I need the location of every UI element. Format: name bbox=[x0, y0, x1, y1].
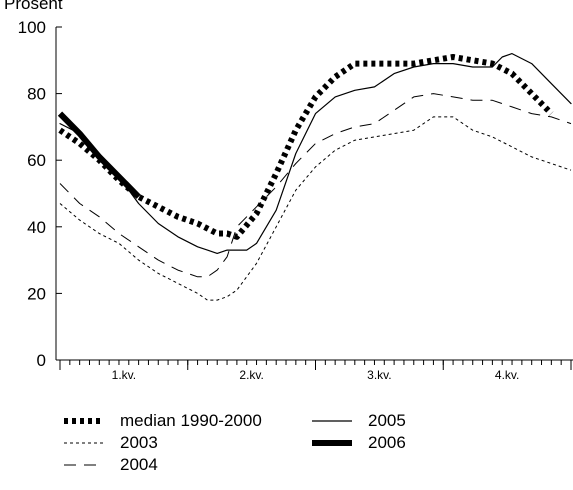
x-tick-label: 2.kv. bbox=[239, 368, 263, 382]
y-tick-label: 60 bbox=[27, 151, 46, 170]
series-line-0 bbox=[58, 54, 554, 240]
legend-item: 2004 bbox=[64, 454, 158, 476]
y-tick-label: 20 bbox=[27, 284, 46, 303]
legend-label: 2006 bbox=[368, 433, 406, 452]
y-tick-label: 0 bbox=[37, 351, 46, 370]
y-axis-label: Prosent bbox=[4, 0, 63, 13]
legend-item: median 1990-2000 bbox=[64, 410, 262, 432]
legend-item: 2006 bbox=[312, 432, 406, 454]
legend-swatch bbox=[312, 440, 352, 446]
y-tick-label: 40 bbox=[27, 218, 46, 237]
legend-swatch bbox=[312, 420, 352, 422]
y-tick-label: 100 bbox=[18, 18, 46, 37]
axes: 0 20 40 60 80 100 1.kv. 2.kv. 3.kv. 4.kv. bbox=[18, 18, 573, 382]
legend-label: 2005 bbox=[368, 411, 406, 430]
legend-item: 2005 bbox=[312, 410, 406, 432]
legend: median 1990-2000 2003 2004 2005 2006 bbox=[64, 410, 564, 490]
legend-label: 2003 bbox=[120, 433, 158, 452]
x-tick-label: 4.kv. bbox=[495, 368, 519, 382]
y-tick-label: 80 bbox=[27, 85, 46, 104]
legend-item: 2003 bbox=[64, 432, 158, 454]
legend-swatch bbox=[64, 464, 104, 466]
series-line-2 bbox=[59, 93, 572, 278]
series-line-3 bbox=[59, 52, 572, 254]
x-tick-label: 3.kv. bbox=[367, 368, 391, 382]
series-line-4 bbox=[57, 111, 141, 199]
x-tick-label: 1.kv. bbox=[112, 368, 136, 382]
line-chart: 0 20 40 60 80 100 1.kv. 2.kv. 3.kv. 4.kv. bbox=[18, 18, 573, 382]
series-layer bbox=[57, 52, 572, 301]
legend-label: median 1990-2000 bbox=[120, 411, 262, 430]
legend-label: 2004 bbox=[120, 455, 158, 474]
legend-swatch bbox=[64, 418, 104, 424]
series-line-1 bbox=[59, 116, 572, 301]
legend-swatch bbox=[64, 442, 104, 444]
